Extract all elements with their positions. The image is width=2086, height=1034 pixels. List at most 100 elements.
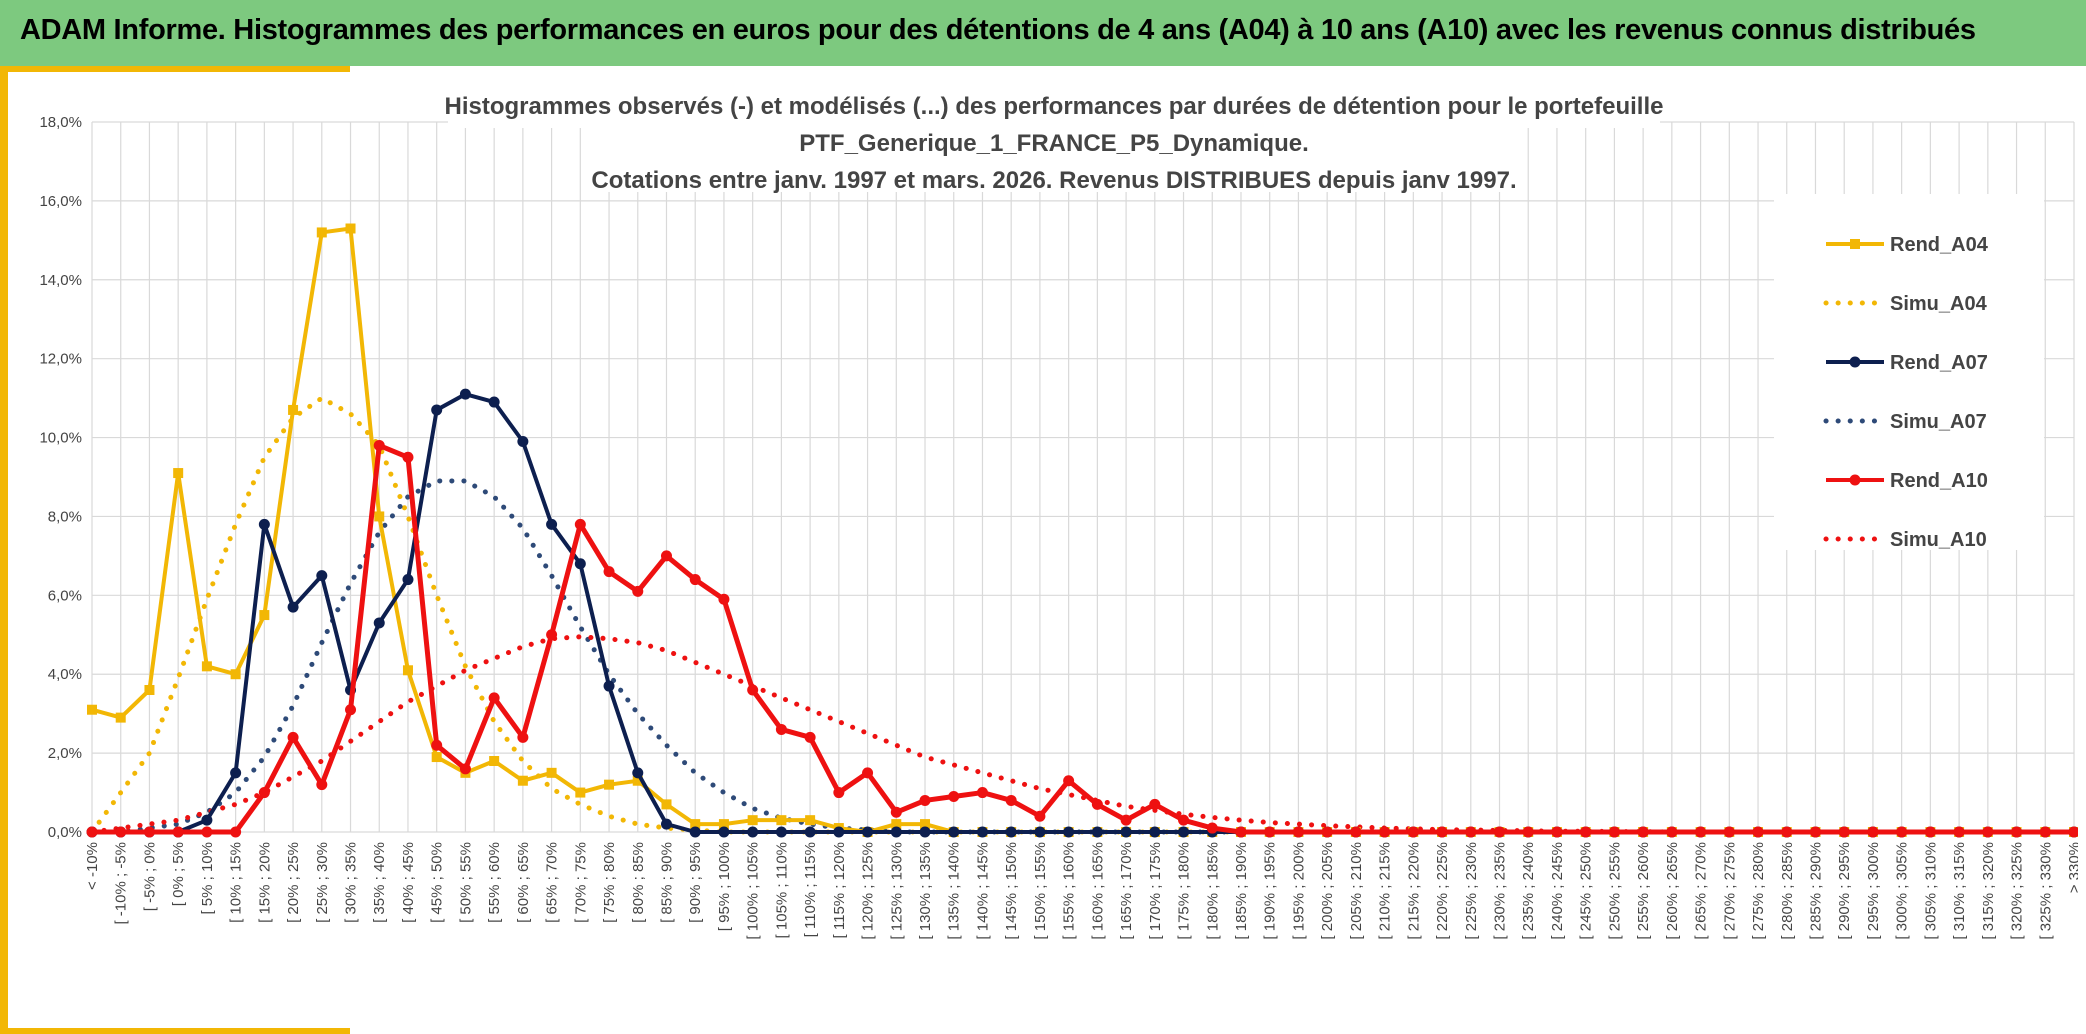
x-tick-label: [ 45% ; 50% [429, 842, 446, 923]
x-tick-label: [ 220% ; 225% [1434, 842, 1451, 940]
data-point [459, 763, 471, 775]
legend-label: Simu_A04 [1890, 293, 1988, 315]
data-point [660, 550, 672, 562]
x-tick-label: [ 270% ; 275% [1721, 842, 1738, 940]
data-point [1091, 798, 1103, 810]
data-point [1896, 826, 1908, 838]
data-point [1494, 826, 1506, 838]
data-point [1091, 826, 1103, 838]
data-point [775, 826, 787, 838]
data-point [976, 787, 988, 799]
x-tick-label: [ -10% ; -5% [113, 842, 130, 925]
legend-item-Simu_A10: Simu_A10 [1823, 529, 1987, 551]
x-tick-label: [ 90% ; 95% [687, 842, 704, 923]
y-tick-label: 8,0% [48, 508, 82, 525]
data-point [747, 826, 759, 838]
x-tick-label: [ -5% ; 0% [141, 842, 158, 911]
data-point [1149, 826, 1161, 838]
legend-label: Simu_A07 [1890, 411, 1987, 433]
data-point [1005, 826, 1017, 838]
x-tick-label: [ 0% ; 5% [170, 842, 187, 906]
x-tick-label: [ 300% ; 305% [1894, 842, 1911, 940]
data-point [489, 756, 500, 766]
x-tick-label: [ 120% ; 125% [860, 842, 877, 940]
data-point [1178, 826, 1190, 838]
x-tick-label: [ 50% ; 55% [457, 842, 474, 923]
data-point [1838, 826, 1850, 838]
data-point [718, 593, 730, 605]
y-tick-label: 18,0% [39, 114, 82, 131]
data-point [402, 574, 414, 586]
data-point [1695, 826, 1707, 838]
data-point [1522, 826, 1534, 838]
x-tick-label: [ 165% ; 170% [1118, 842, 1135, 940]
data-point [2011, 826, 2023, 838]
data-point [690, 819, 701, 830]
data-point [373, 439, 385, 451]
data-point [660, 818, 672, 830]
data-point [488, 396, 500, 408]
data-point [1436, 826, 1448, 838]
legend-item-Rend_A04: Rend_A04 [1826, 234, 1989, 256]
x-tick-label: [ 40% ; 45% [400, 842, 417, 923]
data-point [345, 223, 356, 234]
data-point [1235, 826, 1247, 838]
data-point [862, 826, 874, 838]
chart-title-line: PTF_Generique_1_FRANCE_P5_Dynamique. [799, 130, 1309, 157]
x-tick-label: [ 75% ; 80% [601, 842, 618, 923]
data-point [1723, 826, 1735, 838]
data-point [862, 767, 874, 779]
data-point [632, 585, 644, 597]
y-axis-ticks: 0,0% 2,0% 4,0% 6,0% 8,0% 10,0% 12,0% 14,0% 16,0%… [39, 114, 82, 841]
data-point [1666, 826, 1678, 838]
x-tick-label: [ 150% ; 155% [1032, 842, 1049, 940]
data-point [804, 731, 816, 743]
series-line [92, 442, 2074, 835]
data-point [2039, 826, 2051, 838]
data-point [1063, 775, 1075, 787]
x-tick-label: [ 285% ; 290% [1807, 842, 1824, 940]
data-point [431, 404, 443, 416]
page-title: ADAM Informe. Histogrammes des performan… [20, 14, 1976, 46]
data-point [1551, 826, 1563, 838]
x-tick-label: [ 310% ; 315% [1951, 842, 1968, 940]
data-point [374, 511, 385, 522]
data-point [86, 826, 98, 838]
data-point [890, 826, 902, 838]
data-point [173, 468, 184, 479]
data-point [115, 826, 127, 838]
data-point [948, 791, 960, 802]
data-point [1580, 826, 1592, 838]
data-point [172, 826, 184, 838]
y-tick-label: 6,0% [48, 587, 82, 604]
x-tick-label: [ 275% ; 280% [1750, 842, 1767, 940]
x-tick-label: [ 250% ; 255% [1606, 842, 1623, 940]
data-point [1034, 826, 1046, 838]
bottom-accent-bar [0, 1028, 350, 1034]
x-tick-label: [ 200% ; 205% [1319, 842, 1336, 940]
x-tick-label: [ 190% ; 195% [1262, 842, 1279, 940]
data-point [747, 684, 759, 696]
data-point [287, 601, 299, 613]
header-banner: ADAM Informe. Histogrammes des performan… [0, 0, 2086, 66]
x-tick-label: [ 125% ; 130% [888, 842, 905, 940]
data-point [201, 661, 212, 672]
legend-item-Simu_A04: Simu_A04 [1823, 293, 1988, 315]
y-tick-label: 0,0% [48, 824, 82, 841]
data-point [201, 814, 213, 826]
data-point [1321, 826, 1333, 838]
x-tick-label: [ 255% ; 260% [1635, 842, 1652, 940]
x-tick-label: [ 170% ; 175% [1147, 842, 1164, 940]
legend-label: Rend_A10 [1890, 470, 1988, 492]
data-point [805, 815, 816, 826]
x-tick-label: [ 95% ; 100% [716, 842, 733, 931]
data-point [1178, 814, 1190, 826]
data-point [1350, 826, 1362, 838]
data-point [402, 665, 413, 676]
data-point [718, 826, 730, 838]
legend-item-Rend_A07: Rend_A07 [1826, 352, 1988, 374]
data-point [574, 558, 586, 570]
legend-marker [1849, 474, 1861, 486]
x-tick-label: [ 130% ; 135% [917, 842, 934, 940]
series-layer [86, 223, 2078, 838]
